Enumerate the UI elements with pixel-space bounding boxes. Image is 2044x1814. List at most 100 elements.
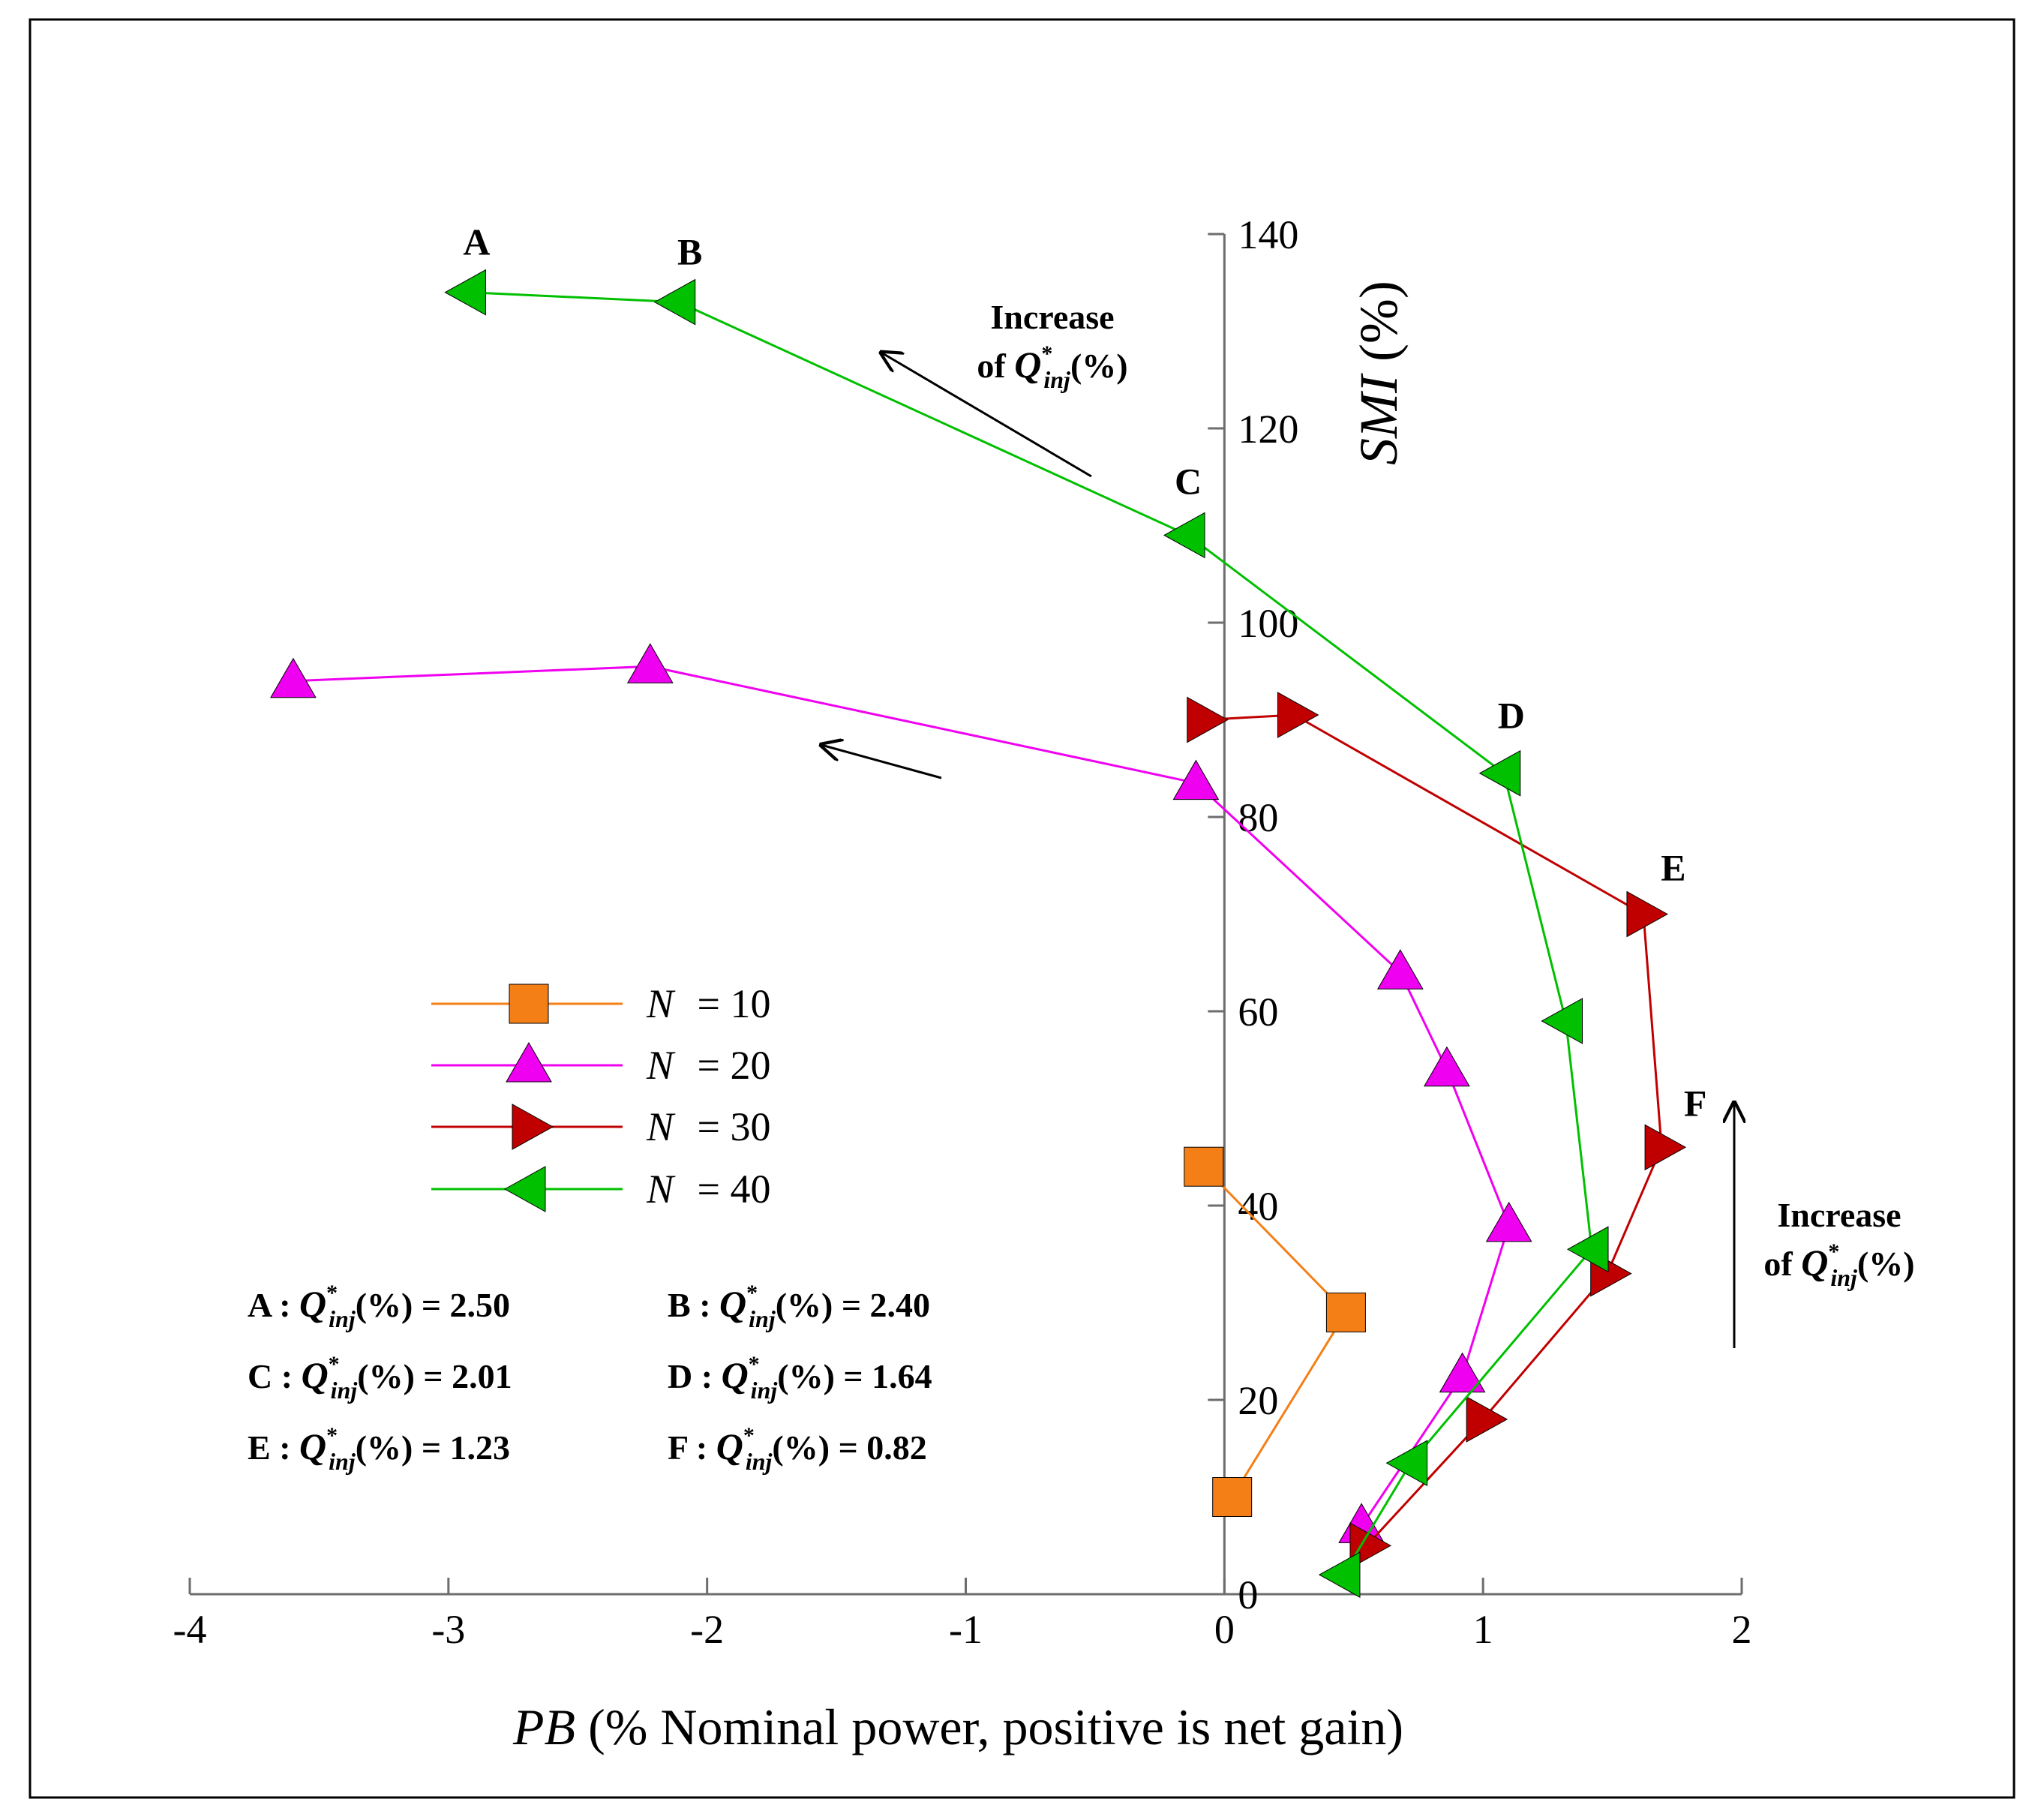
q-subscript: inj <box>329 1448 356 1475</box>
q-symbol: Q <box>302 1354 329 1396</box>
y-axis-label-var: SMI <box>1349 373 1409 465</box>
q-table-letter: E <box>248 1428 271 1467</box>
point-label-d: D <box>1498 695 1525 737</box>
x-axis-label-var: PB <box>512 1698 575 1755</box>
q-table-letter: B <box>668 1286 691 1324</box>
data-point <box>1644 1124 1687 1171</box>
q-table-value: = 2.40 <box>833 1286 930 1324</box>
y-tick-label: 140 <box>1238 212 1298 257</box>
x-tick-label: 2 <box>1732 1607 1752 1652</box>
data-point <box>1376 949 1424 990</box>
legend-label: N = 40 <box>646 1167 771 1212</box>
q-superscript: * <box>329 1352 340 1377</box>
x-tick-label: 0 <box>1214 1607 1235 1652</box>
q-table-entry-d: D : Q* inj(%) = 1.64 <box>668 1352 932 1404</box>
data-point <box>1566 1226 1609 1273</box>
legend-item-n10: N = 10 <box>431 981 771 1026</box>
increase-arrow-middle <box>821 745 942 779</box>
data-point <box>1318 1551 1361 1598</box>
x-tick-label: -4 <box>173 1607 207 1652</box>
q-table-sep: : <box>271 1428 299 1467</box>
y-tick-label: 0 <box>1238 1572 1258 1617</box>
y-tick-label: 100 <box>1238 601 1298 646</box>
q-suffix: (%) <box>356 1286 413 1324</box>
q-table-value: = 1.23 <box>413 1428 510 1467</box>
q-table-entry-e: E : Q* inj(%) = 1.23 <box>248 1423 510 1475</box>
data-point <box>1541 998 1583 1044</box>
data-point <box>1478 749 1521 797</box>
data-point <box>1212 1477 1253 1517</box>
x-tick-label: -2 <box>690 1607 724 1652</box>
legend-item-n40: N = 40 <box>431 1166 771 1212</box>
q-table-letter: A <box>248 1286 272 1324</box>
series-n-20 <box>270 643 1532 1543</box>
annotation-line2: of Q* inj(%) <box>977 341 1127 393</box>
q-suffix: (%) <box>356 1428 413 1467</box>
q-table-letter: D <box>668 1357 692 1395</box>
data-point <box>1485 1201 1532 1242</box>
x-axis-label-text: (% Nominal power, positive is net gain) <box>575 1698 1403 1755</box>
figure-border <box>29 18 2015 1799</box>
series-n-40 <box>444 269 1609 1598</box>
data-point <box>1349 1522 1392 1569</box>
legend-var: N <box>646 981 676 1026</box>
legend-marker <box>509 984 549 1024</box>
data-point <box>270 657 317 698</box>
legend-value: = 10 <box>687 981 770 1026</box>
q-superscript: * <box>749 1352 760 1377</box>
q-subscript: inj <box>746 1448 773 1475</box>
q-subscript: inj <box>749 1305 776 1332</box>
q-symbol: Q <box>299 1425 326 1467</box>
legend-value: = 40 <box>687 1167 770 1212</box>
annotation-suffix: (%) <box>1857 1245 1915 1283</box>
annotation-line2: of Q* inj(%) <box>1763 1239 1914 1291</box>
data-point <box>626 643 674 683</box>
point-label-c: C <box>1175 460 1202 502</box>
data-point <box>1626 890 1668 938</box>
data-point <box>1424 1046 1470 1087</box>
q-subscript: inj <box>1830 1264 1857 1291</box>
point-label-a: A <box>463 221 490 263</box>
q-symbol: Q <box>299 1283 326 1325</box>
legend-var: N <box>646 1104 676 1149</box>
q-table-value: = 0.82 <box>830 1428 927 1467</box>
x-axis-label: PB (% Nominal power, positive is net gai… <box>512 1698 1403 1755</box>
q-subscript: inj <box>331 1377 358 1404</box>
q-superscript: * <box>746 1281 758 1305</box>
data-series <box>270 269 1687 1598</box>
q-table-sep: : <box>691 1286 719 1324</box>
legend-item-n20: N = 20 <box>431 1041 771 1088</box>
q-table-letter: F <box>668 1428 687 1467</box>
q-subscript: inj <box>1043 366 1070 393</box>
y-axis-label: SMI (%) <box>1349 281 1409 465</box>
x-tick-label: -3 <box>431 1607 465 1652</box>
q-symbol: Q <box>1801 1242 1828 1284</box>
legend-value: = 30 <box>687 1104 770 1149</box>
q-superscript: * <box>743 1423 755 1448</box>
data-point <box>1466 1396 1508 1443</box>
q-table-sep: : <box>272 1357 301 1395</box>
series-line <box>469 291 1593 1575</box>
y-axis-label-text: (%) <box>1349 281 1409 375</box>
q-table-entry-a: A : Q* inj(%) = 2.50 <box>248 1281 510 1332</box>
annotation-top: Increase of Q* inj(%) <box>977 298 1127 393</box>
q-table-entry-c: C : Q* inj(%) = 2.01 <box>248 1352 512 1404</box>
q-inj-table: A : Q* inj(%) = 2.50 B : Q* inj(%) = 2.40C … <box>248 1281 932 1475</box>
q-table-value: = 2.50 <box>413 1286 510 1324</box>
q-symbol: Q <box>722 1354 749 1396</box>
data-point <box>1163 512 1205 559</box>
point-label-e: E <box>1661 847 1685 889</box>
annotation-line1: Increase <box>1777 1196 1901 1234</box>
legend-label: N = 30 <box>646 1104 771 1149</box>
data-point <box>1277 692 1319 738</box>
x-tick-label: -1 <box>949 1607 983 1652</box>
q-table-value: = 2.01 <box>415 1357 512 1395</box>
point-label-b: B <box>677 231 702 273</box>
q-subscript: inj <box>329 1305 356 1332</box>
increase-arrow-top <box>881 353 1092 478</box>
point-label-f: F <box>1684 1082 1707 1124</box>
q-table-value: = 1.64 <box>835 1357 932 1395</box>
y-tick-label: 80 <box>1238 795 1278 840</box>
